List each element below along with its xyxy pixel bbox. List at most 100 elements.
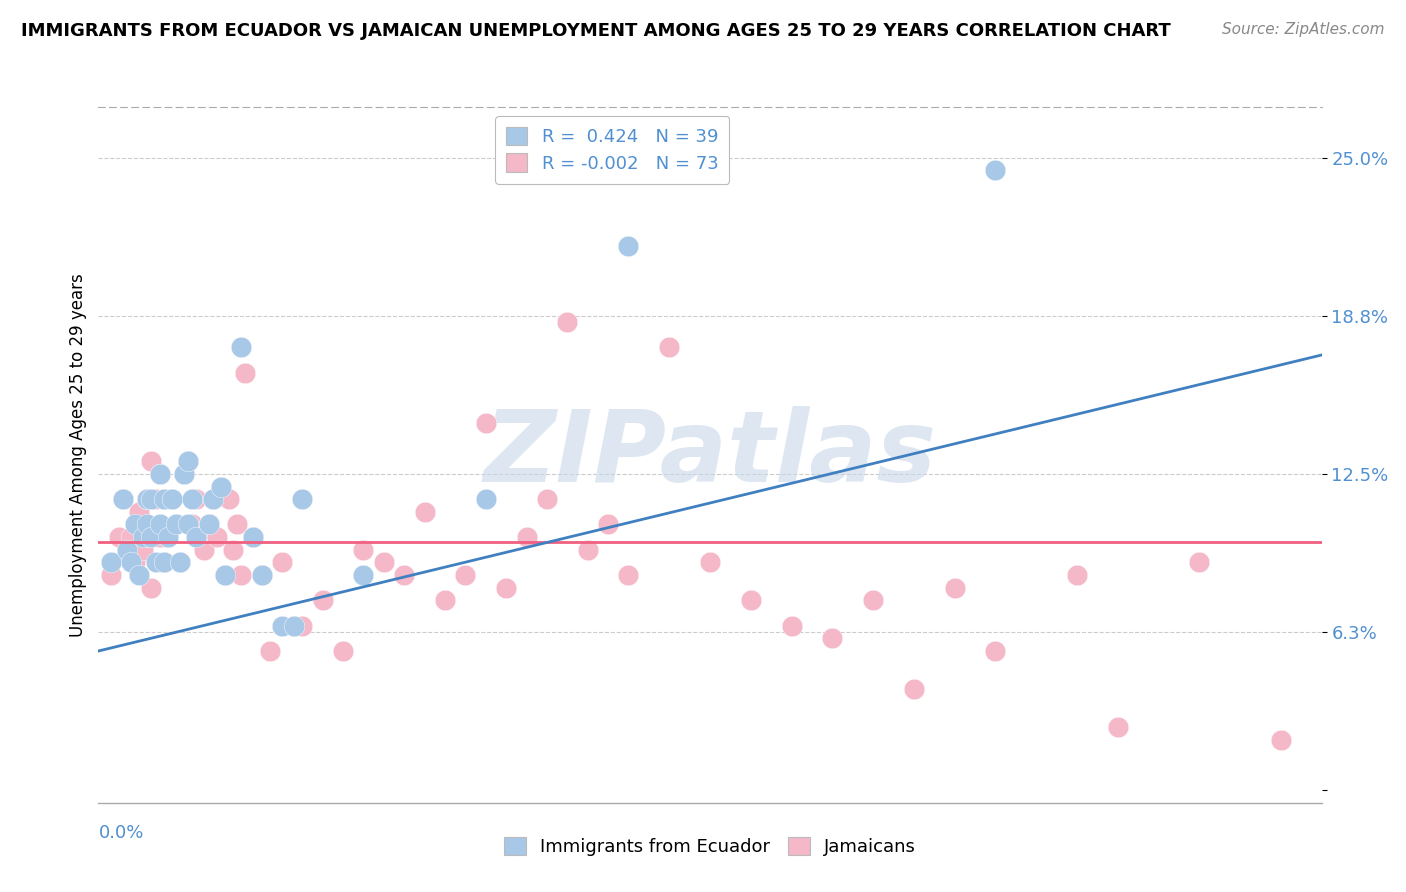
Point [1188, 556, 1211, 570]
Point [270, 618, 294, 632]
Point [111, 492, 134, 507]
Point [218, 492, 240, 507]
Text: ZIPatlas: ZIPatlas [484, 407, 936, 503]
Point [145, 492, 167, 507]
Point [132, 530, 155, 544]
Point [173, 467, 195, 481]
Point [160, 492, 183, 507]
Point [165, 517, 187, 532]
Point [392, 568, 416, 582]
Y-axis label: Unemployment Among Ages 25 to 29 years: Unemployment Among Ages 25 to 29 years [69, 273, 87, 637]
Point [136, 530, 159, 544]
Point [536, 492, 558, 507]
Point [617, 568, 640, 582]
Point [943, 581, 966, 595]
Point [454, 568, 477, 582]
Point [352, 568, 374, 582]
Point [1270, 732, 1292, 747]
Legend: Immigrants from Ecuador, Jamaicans: Immigrants from Ecuador, Jamaicans [496, 830, 924, 863]
Point [100, 568, 122, 582]
Point [576, 542, 599, 557]
Point [312, 593, 335, 607]
Point [128, 568, 150, 582]
Point [173, 467, 195, 481]
Point [177, 517, 200, 532]
Point [149, 530, 172, 544]
Point [141, 492, 163, 507]
Point [201, 492, 224, 507]
Point [149, 467, 172, 481]
Point [233, 366, 256, 380]
Point [197, 517, 219, 532]
Point [152, 556, 174, 570]
Point [1066, 568, 1088, 582]
Point [862, 593, 884, 607]
Point [699, 556, 721, 570]
Point [128, 517, 150, 532]
Point [1107, 720, 1129, 734]
Point [903, 681, 925, 696]
Point [516, 530, 538, 544]
Point [474, 492, 498, 507]
Point [209, 479, 232, 493]
Point [149, 517, 172, 532]
Point [222, 542, 245, 557]
Point [242, 530, 264, 544]
Point [434, 593, 457, 607]
Point [124, 517, 146, 532]
Point [156, 530, 179, 544]
Point [156, 530, 179, 544]
Point [780, 618, 803, 632]
Point [984, 644, 1007, 658]
Point [177, 454, 200, 468]
Point [250, 568, 273, 582]
Point [495, 581, 517, 595]
Point [169, 556, 191, 570]
Point [149, 467, 172, 481]
Point [132, 542, 155, 557]
Point [283, 618, 305, 632]
Point [186, 530, 208, 544]
Point [259, 644, 281, 658]
Point [270, 556, 294, 570]
Point [197, 517, 219, 532]
Point [658, 340, 681, 354]
Point [141, 581, 163, 595]
Point [413, 505, 436, 519]
Point [242, 530, 264, 544]
Point [201, 492, 224, 507]
Point [100, 556, 122, 570]
Point [205, 530, 228, 544]
Point [115, 542, 138, 557]
Point [821, 632, 844, 646]
Point [145, 556, 167, 570]
Point [373, 556, 395, 570]
Point [188, 530, 212, 544]
Point [152, 492, 174, 507]
Point [250, 568, 273, 582]
Point [124, 556, 146, 570]
Point [214, 568, 236, 582]
Text: Source: ZipAtles.com: Source: ZipAtles.com [1222, 22, 1385, 37]
Point [165, 517, 187, 532]
Text: IMMIGRANTS FROM ECUADOR VS JAMAICAN UNEMPLOYMENT AMONG AGES 25 TO 29 YEARS CORRE: IMMIGRANTS FROM ECUADOR VS JAMAICAN UNEM… [21, 22, 1171, 40]
Point [141, 530, 163, 544]
Point [160, 492, 183, 507]
Point [152, 556, 174, 570]
Point [141, 454, 163, 468]
Point [226, 517, 249, 532]
Point [555, 315, 579, 329]
Text: 0.0%: 0.0% [98, 823, 143, 842]
Point [181, 517, 204, 532]
Point [111, 492, 134, 507]
Point [352, 542, 374, 557]
Point [283, 618, 305, 632]
Point [136, 517, 159, 532]
Point [128, 505, 150, 519]
Point [984, 163, 1007, 178]
Point [108, 530, 131, 544]
Point [474, 417, 498, 431]
Point [740, 593, 762, 607]
Point [598, 517, 620, 532]
Point [332, 644, 354, 658]
